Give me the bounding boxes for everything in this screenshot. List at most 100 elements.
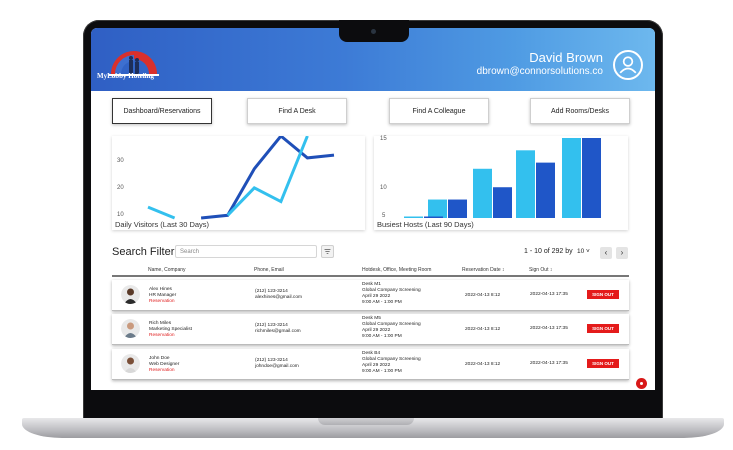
person-name: Alex Hines — [149, 287, 172, 292]
col-sign-out-label: Sign Out — [529, 267, 549, 273]
chevron-down-icon: ˅ — [584, 248, 590, 255]
camera-icon — [371, 29, 376, 34]
col-reservation-date-label: Reservation Date — [462, 267, 501, 273]
reservation-tag: Reservation — [149, 333, 175, 338]
sign-out-button[interactable]: SIGN OUT — [587, 290, 619, 299]
logo-icon — [109, 51, 159, 76]
desk: Desk M5 — [362, 316, 381, 321]
series-line-2 — [147, 136, 309, 220]
date: April 29 2022 — [362, 363, 391, 368]
reservation-date: 2022-04-13 8:12 — [465, 293, 501, 298]
per-page-select[interactable]: 10 ˅ — [577, 248, 590, 255]
col-reservation-date[interactable]: Reservation Date ↕ — [462, 267, 505, 273]
col-name-company[interactable]: Name, Company — [148, 267, 186, 273]
laptop-base — [22, 418, 724, 438]
date: April 29 2022 — [362, 294, 391, 299]
sign-out-button[interactable]: SIGN OUT — [587, 324, 619, 333]
sign-out-button[interactable]: SIGN OUT — [587, 359, 619, 368]
avatar — [121, 285, 140, 304]
phone: (212) 123-3214 — [255, 323, 288, 328]
nav-find-a-desk[interactable]: Find A Desk — [247, 98, 347, 124]
bar-1-3 — [473, 168, 492, 218]
logo-text: MyLobby Hoteling — [97, 72, 154, 80]
person-role: HR Manager — [149, 293, 177, 298]
bar-1-2 — [428, 199, 447, 218]
sign-out-time: 2022-04-13 17:35 — [530, 292, 568, 297]
person-name: Rich Miles — [149, 321, 172, 326]
sort-icon: ↕ — [549, 267, 553, 273]
col-hotdesk[interactable]: Hotdesk, Office, Meeting Room — [362, 267, 432, 273]
prev-page-button[interactable]: ‹ — [600, 247, 612, 259]
y-tick: 10 — [380, 185, 387, 191]
search-filter-title: Search Filter — [112, 246, 175, 258]
chat-fab-button[interactable] — [636, 378, 647, 389]
reservation-date: 2022-04-13 8:12 — [465, 327, 501, 332]
laptop-base-notch — [318, 418, 414, 425]
chart-title: Daily Visitors (Last 30 Days) — [115, 220, 210, 229]
nav-dashboard-reservations[interactable]: Dashboard/Reservations — [112, 98, 212, 124]
date: April 29 2022 — [362, 328, 391, 333]
company: Global Company Screening — [362, 357, 421, 362]
company: Global Company Screening — [362, 288, 421, 293]
person-role: Marketing Specialist — [149, 327, 192, 332]
table-row[interactable]: Rich Miles Marketing Specialist Reservatio… — [112, 314, 629, 345]
chart-title: Busiest Hosts (Last 90 Days) — [377, 220, 474, 229]
series-line-1 — [200, 136, 335, 220]
table-row[interactable]: John Doe Web Designer Reservation (212) 12… — [112, 349, 629, 380]
time: 9:00 AM - 1:00 PM — [362, 369, 402, 374]
desk: Desk B4 — [362, 351, 381, 356]
daily-visitors-chart: 30 20 10 Daily Visitors (Last 30 Days) — [112, 136, 365, 230]
busiest-hosts-chart: 15 10 5 Busiest Hosts (Last 90 Days) — [374, 136, 628, 230]
email[interactable]: johndoe@gmail.com — [255, 364, 299, 369]
y-tick: 10 — [117, 212, 124, 218]
email[interactable]: richmiles@gmail.com — [255, 329, 301, 334]
reservation-tag: Reservation — [149, 299, 175, 304]
table-row[interactable]: Alex Hines HR Manager Reservation (212) 12… — [112, 280, 629, 311]
avatar — [121, 319, 140, 338]
col-phone-email[interactable]: Phone, Email — [254, 267, 284, 273]
per-page-value: 10 — [577, 248, 585, 255]
laptop-bezel — [91, 390, 655, 420]
y-tick: 30 — [117, 158, 124, 164]
email[interactable]: alexhines@gmail.com — [255, 295, 302, 300]
bar-plot — [404, 138, 601, 218]
bar-2-5 — [582, 138, 601, 218]
table-header: Name, Company Phone, Email Hotdesk, Offi… — [112, 265, 629, 277]
person-name: John Doe — [149, 356, 170, 361]
time: 9:00 AM - 1:00 PM — [362, 334, 402, 339]
reservation-tag: Reservation — [149, 368, 175, 373]
app-screen: MyLobby Hoteling David Brown dbrown@conn… — [91, 28, 655, 390]
search-input[interactable]: Search — [175, 245, 317, 258]
avatar — [121, 354, 140, 373]
y-tick: 5 — [382, 213, 386, 219]
phone: (212) 123-3214 — [255, 289, 288, 294]
user-name: David Brown — [529, 50, 603, 65]
filter-icon[interactable] — [321, 245, 334, 258]
person-role: Web Designer — [149, 362, 180, 367]
sort-icon: ↕ — [502, 267, 505, 273]
bar-1-1 — [404, 216, 423, 218]
bar-2-1 — [424, 216, 443, 218]
bar-1-5 — [562, 138, 581, 218]
reservation-date: 2022-04-13 8:12 — [465, 362, 501, 367]
bar-2-4 — [536, 162, 555, 218]
user-email: dbrown@connorsolutions.co — [476, 66, 603, 77]
y-tick: 20 — [117, 185, 124, 191]
bar-1-4 — [516, 150, 535, 218]
nav-add-rooms-desks[interactable]: Add Rooms/Desks — [530, 98, 630, 124]
user-avatar-icon[interactable] — [613, 50, 643, 80]
pagination-summary: 1 - 10 of 292 by — [524, 248, 573, 255]
line-plot — [147, 136, 335, 220]
sign-out-time: 2022-04-13 17:35 — [530, 326, 568, 331]
bar-2-2 — [448, 199, 467, 218]
phone: (212) 123-3214 — [255, 358, 288, 363]
next-page-button[interactable]: › — [616, 247, 628, 259]
desk: Desk M1 — [362, 282, 381, 287]
bar-2-3 — [493, 187, 512, 218]
sign-out-time: 2022-04-13 17:35 — [530, 361, 568, 366]
company: Global Company Screening — [362, 322, 421, 327]
col-sign-out[interactable]: Sign Out ↕ — [529, 267, 552, 273]
nav-find-a-colleague[interactable]: Find A Colleague — [389, 98, 489, 124]
y-tick: 15 — [380, 136, 387, 142]
